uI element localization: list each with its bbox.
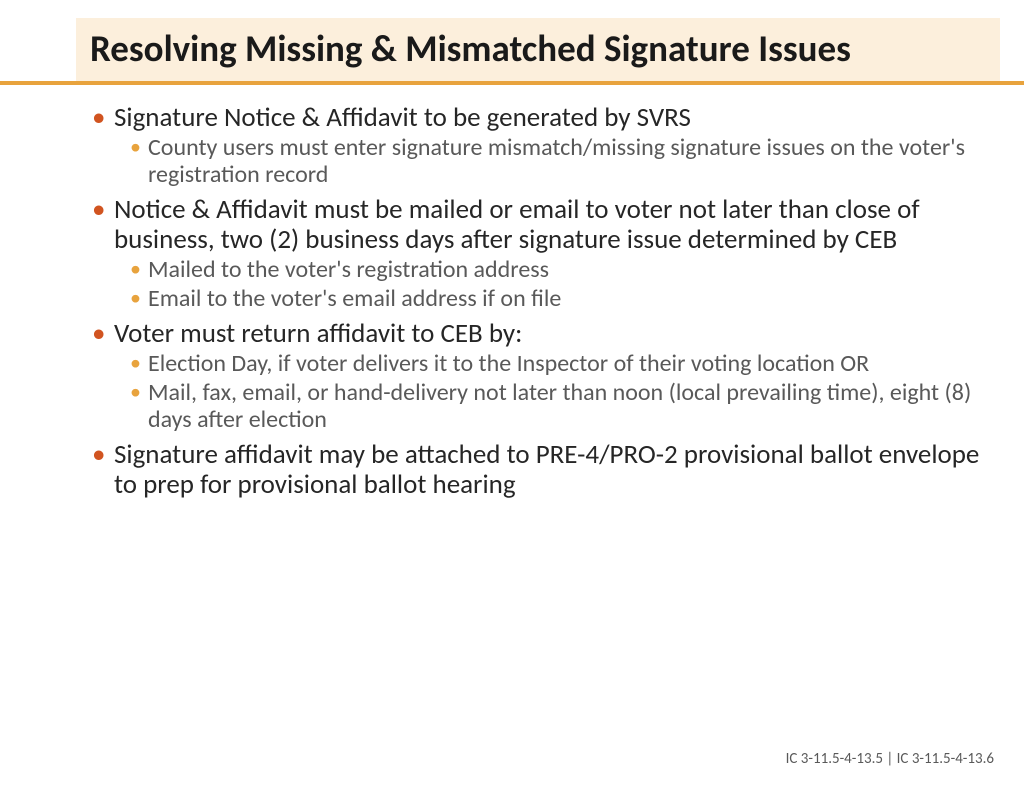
bullet-text: Signature Notice & Affidavit to be gener…	[114, 101, 691, 134]
sub-bullet-item: Mailed to the voter's registration addre…	[114, 257, 984, 284]
citation-footer: IC 3-11.5-4-13.5 | IC 3-11.5-4-13.6	[786, 750, 994, 768]
slide-title: Resolving Missing & Mismatched Signature…	[90, 28, 986, 71]
bullet-list: Signature Notice & Affidavit to be gener…	[94, 103, 984, 501]
sub-bullet-list: County users must enter signature mismat…	[114, 135, 984, 189]
bullet-text: Voter must return affidavit to CEB by:	[114, 317, 522, 350]
bullet-item: Voter must return affidavit to CEB by: E…	[94, 319, 984, 434]
bullet-text: Signature affidavit may be attached to P…	[114, 438, 979, 501]
sub-bullet-item: Mail, fax, email, or hand-delivery not l…	[114, 380, 984, 434]
bullet-text: Notice & Affidavit must be mailed or ema…	[114, 193, 920, 256]
sub-bullet-list: Mailed to the voter's registration addre…	[114, 257, 984, 313]
sub-bullet-item: Election Day, if voter delivers it to th…	[114, 351, 984, 378]
bullet-item: Signature affidavit may be attached to P…	[94, 440, 984, 500]
slide-body: Signature Notice & Affidavit to be gener…	[0, 85, 1024, 501]
bullet-item: Notice & Affidavit must be mailed or ema…	[94, 195, 984, 313]
sub-bullet-item: Email to the voter's email address if on…	[114, 286, 984, 313]
sub-bullet-list: Election Day, if voter delivers it to th…	[114, 351, 984, 434]
bullet-item: Signature Notice & Affidavit to be gener…	[94, 103, 984, 189]
sub-bullet-item: County users must enter signature mismat…	[114, 135, 984, 189]
title-bar: Resolving Missing & Mismatched Signature…	[76, 18, 1000, 81]
